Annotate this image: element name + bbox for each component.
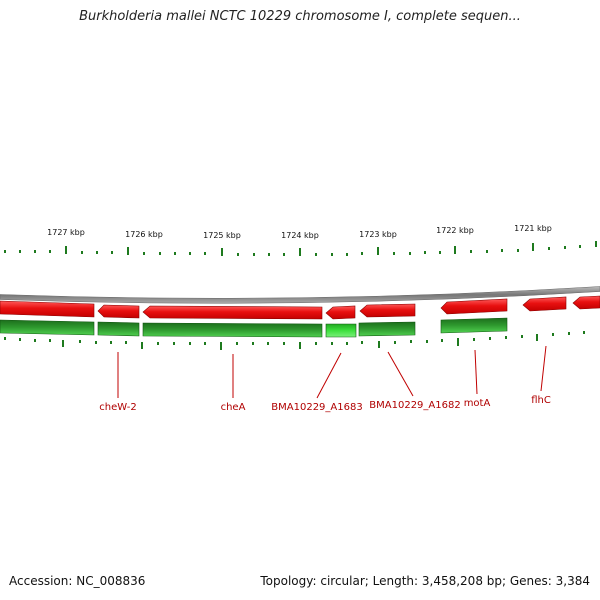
leader-BMA10229_A1683	[316, 352, 342, 399]
gene-label-BMA10229_A1683[interactable]: BMA10229_A1683	[271, 402, 362, 413]
genome-backbone	[0, 286, 600, 304]
red-feature-7	[522, 296, 567, 312]
leader-motA	[474, 349, 478, 395]
gene-label-motA[interactable]: motA	[464, 398, 491, 409]
red-feature-1	[0, 300, 95, 318]
scale-label-1725: 1725 kbp	[203, 231, 241, 240]
leader-flhC	[540, 345, 547, 392]
gene-label-flhC[interactable]: flhC	[531, 395, 551, 406]
cds-feature-4	[325, 323, 357, 338]
red-feature-2	[97, 304, 140, 319]
feature-track-red	[0, 295, 600, 320]
accession-text: Accession: NC_008836	[9, 574, 146, 588]
gene-label-cheW-2[interactable]: cheW-2	[99, 402, 136, 413]
scale-label-1721: 1721 kbp	[514, 224, 552, 233]
genome-summary-text: Topology: circular; Length: 3,458,208 bp…	[260, 574, 590, 588]
gene-label-BMA10229_A1682[interactable]: BMA10229_A1682	[369, 400, 460, 411]
red-feature-8	[572, 295, 600, 310]
red-feature-5	[359, 303, 416, 318]
feature-track-green	[0, 317, 508, 338]
leader-BMA10229_A1682	[387, 351, 414, 397]
page-title: Burkholderia mallei NCTC 10229 chromosom…	[79, 9, 521, 24]
cds-feature-5	[358, 321, 416, 337]
red-feature-6	[440, 298, 508, 315]
scale-label-1727: 1727 kbp	[47, 228, 85, 237]
gene-leader-lines	[117, 345, 547, 399]
scale-label-1726: 1726 kbp	[125, 230, 163, 239]
gene-label-cheA[interactable]: cheA	[221, 402, 246, 413]
cds-feature-1	[0, 319, 95, 336]
cds-feature-2	[97, 321, 140, 337]
red-feature-3	[142, 305, 323, 320]
cds-feature-3	[142, 322, 323, 338]
red-feature-4	[325, 305, 356, 320]
scale-label-1724: 1724 kbp	[281, 231, 319, 240]
cds-feature-6	[440, 317, 508, 334]
scale-label-1722: 1722 kbp	[436, 226, 474, 235]
scale-ticks-inner	[4, 331, 585, 350]
scale-ticks-outer	[4, 241, 597, 256]
scale-label-1723: 1723 kbp	[359, 230, 397, 239]
